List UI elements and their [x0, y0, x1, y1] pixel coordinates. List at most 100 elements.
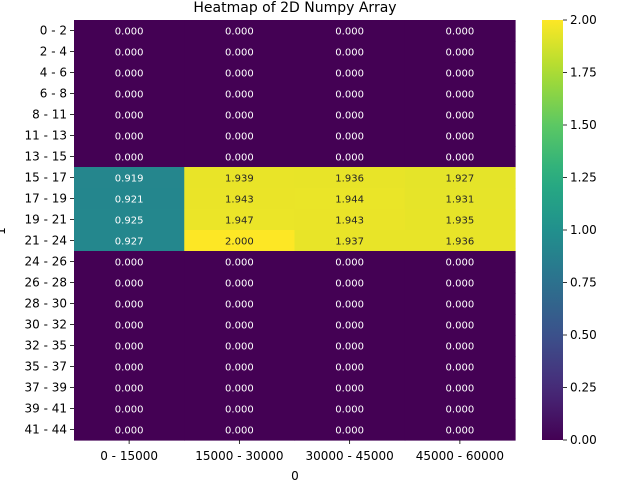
cell-value-label: 0.000: [225, 111, 254, 122]
heatmap-cell: [404, 356, 516, 378]
cell-value-label: 0.919: [115, 174, 144, 185]
cell-value-label: 0.000: [225, 90, 254, 101]
cell-value-label: 0.000: [335, 426, 364, 437]
y-tick-label: 39 - 41: [25, 402, 68, 416]
cell-value-label: 0.000: [446, 321, 475, 332]
heatmap-cell: [294, 20, 406, 42]
heatmap-cell: [74, 41, 185, 63]
heatmap-cell: [294, 188, 406, 210]
colorbar-tick-label: 0.75: [570, 276, 597, 290]
heatmap-cell: [404, 419, 516, 441]
heatmap-cell: [404, 41, 516, 63]
cell-value-label: 0.000: [225, 132, 254, 143]
heatmap-cell: [294, 356, 406, 378]
cell-value-label: 0.000: [446, 111, 475, 122]
x-tick-label: 15000 - 30000: [195, 449, 283, 463]
colorbar-tick-label: 0.25: [570, 381, 597, 395]
heatmap-cell: [184, 356, 296, 378]
cell-value-label: 0.000: [115, 342, 144, 353]
y-tick-label: 24 - 26: [25, 255, 68, 269]
heatmap-cell: [404, 398, 516, 420]
heatmap-cell: [74, 188, 185, 210]
cell-value-label: 1.931: [446, 195, 475, 206]
heatmap-cell: [184, 41, 296, 63]
heatmap-cell: [294, 83, 406, 105]
heatmap-cell: [404, 62, 516, 84]
x-tick-label: 30000 - 45000: [305, 449, 393, 463]
cell-value-label: 0.000: [446, 27, 475, 38]
heatmap-cell: [404, 272, 516, 294]
cell-value-label: 0.000: [446, 384, 475, 395]
cell-value-label: 0.000: [225, 258, 254, 269]
heatmap-cell: [404, 251, 516, 273]
cell-value-label: 0.000: [335, 90, 364, 101]
cell-value-label: 0.000: [335, 405, 364, 416]
heatmap-cell: [404, 188, 516, 210]
cell-value-label: 0.000: [225, 69, 254, 80]
heatmap-cell: [74, 251, 185, 273]
heatmap-cell: [404, 293, 516, 315]
heatmap-cell: [294, 377, 406, 399]
y-tick-label: 6 - 8: [40, 87, 67, 101]
cell-value-label: 0.000: [115, 321, 144, 332]
cell-value-label: 1.936: [446, 237, 475, 248]
heatmap-cell: [294, 104, 406, 126]
heatmap-cell: [294, 41, 406, 63]
cell-value-label: 1.943: [225, 195, 254, 206]
heatmap-cell: [74, 20, 185, 42]
heatmap-cell: [294, 293, 406, 315]
cell-value-label: 0.000: [335, 27, 364, 38]
y-tick-label: 28 - 30: [25, 297, 68, 311]
heatmap-cell: [404, 146, 516, 168]
heatmap-cell: [184, 125, 296, 147]
cell-value-label: 0.921: [115, 195, 144, 206]
cell-value-label: 0.927: [115, 237, 144, 248]
cell-value-label: 0.925: [115, 216, 144, 227]
cell-value-label: 0.000: [225, 153, 254, 164]
cell-value-label: 0.000: [225, 426, 254, 437]
y-tick-label: 17 - 19: [25, 192, 68, 206]
cell-value-label: 2.000: [225, 237, 254, 248]
y-tick-label: 4 - 6: [40, 66, 67, 80]
cell-value-label: 0.000: [335, 342, 364, 353]
cell-value-label: 0.000: [225, 300, 254, 311]
heatmap-cell: [74, 104, 185, 126]
colorbar-tick-label: 1.00: [570, 223, 597, 237]
heatmap-cell: [184, 272, 296, 294]
cell-value-label: 1.943: [335, 216, 364, 227]
heatmap-cell: [74, 398, 185, 420]
colorbar-gradient: [542, 20, 563, 440]
heatmap-cell: [74, 293, 185, 315]
y-tick-label: 26 - 28: [25, 276, 68, 290]
cell-value-label: 0.000: [335, 69, 364, 80]
heatmap-cell: [404, 314, 516, 336]
cell-value-label: 0.000: [225, 27, 254, 38]
heatmap-cell-labels: 0.000 0.000 0.000 0.000 0.000 0.000 0.000 0.000…: [115, 27, 474, 437]
cell-value-label: 0.000: [335, 279, 364, 290]
cell-value-label: 0.000: [225, 321, 254, 332]
chart-title: Heatmap of 2D Numpy Array: [193, 0, 396, 16]
y-tick-label: 32 - 35: [25, 339, 68, 353]
heatmap-cell: [184, 20, 296, 42]
colorbar-tick-label: 1.75: [570, 66, 597, 80]
cell-value-label: 1.944: [335, 195, 364, 206]
y-tick-label: 11 - 13: [25, 129, 68, 143]
heatmap-cell: [74, 167, 185, 189]
heatmap-cell: [184, 146, 296, 168]
y-axis-label: 1: [0, 227, 8, 235]
cell-value-label: 0.000: [115, 258, 144, 269]
cell-value-label: 0.000: [115, 27, 144, 38]
cell-value-label: 0.000: [446, 90, 475, 101]
cell-value-label: 0.000: [115, 426, 144, 437]
cell-value-label: 0.000: [446, 426, 475, 437]
heatmap-cell: [404, 167, 516, 189]
cell-value-label: 0.000: [115, 384, 144, 395]
colorbar: 0.00 0.25 0.50 0.75 1.00 1.25 1.50 1.75 2.00: [542, 13, 597, 447]
y-tick-label: 19 - 21: [25, 213, 68, 227]
cell-value-label: 0.000: [115, 111, 144, 122]
y-tick-label: 13 - 15: [25, 150, 68, 164]
cell-value-label: 0.000: [335, 153, 364, 164]
heatmap-cell: [294, 398, 406, 420]
heatmap-cell: [404, 104, 516, 126]
cell-value-label: 0.000: [225, 48, 254, 59]
